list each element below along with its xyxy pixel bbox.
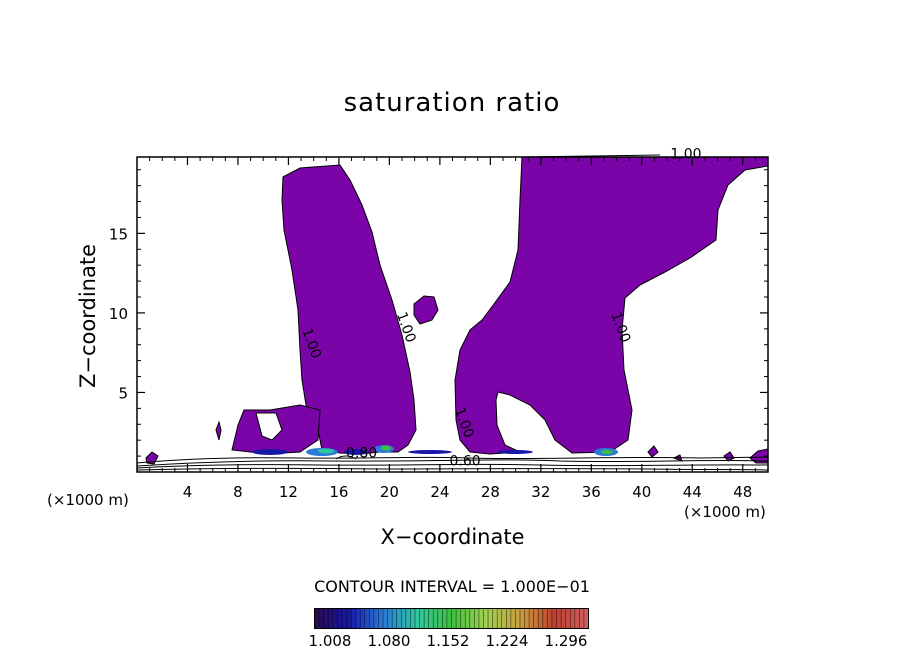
colorbar-tick-label: 1.080 [367, 632, 411, 650]
chart-title: saturation ratio [343, 88, 561, 118]
y-tick-label: 5 [118, 384, 128, 402]
contour-line [136, 456, 769, 464]
contour-label: 0.60 [450, 454, 481, 470]
high-saturation-patch [497, 450, 533, 454]
colorbar [314, 608, 589, 629]
colorbar-tick-label: 1.296 [544, 632, 588, 650]
z-unit-label: (×1000 m) [47, 491, 129, 509]
x-tick-label: 28 [481, 483, 500, 501]
x-tick-label: 48 [733, 483, 752, 501]
y-tick-label: 10 [109, 305, 128, 323]
high-saturation-patch [408, 450, 452, 454]
x-axis-label: X−coordinate [380, 525, 525, 549]
colorbar-tick-label: 1.224 [485, 632, 529, 650]
contour-label: 0.80 [346, 446, 377, 462]
supersaturated-region [413, 295, 439, 325]
subsaturated-hole [255, 412, 283, 441]
contour-line [136, 459, 769, 467]
fill-layer [145, 156, 769, 465]
high-saturation-patch [601, 450, 613, 454]
high-saturation-patch [318, 448, 334, 454]
contour-line [136, 467, 769, 471]
x-tick-label: 44 [683, 483, 702, 501]
contour-line [335, 455, 357, 460]
x-tick-label: 36 [582, 483, 601, 501]
x-tick-label: 4 [183, 483, 193, 501]
colorbar-tick-label: 1.152 [426, 632, 470, 650]
contour-line [136, 463, 769, 469]
high-value-patches [252, 445, 618, 456]
high-saturation-patch [381, 445, 391, 451]
colorbar-tick-label: 1.008 [308, 632, 352, 650]
high-saturation-patch [344, 449, 368, 455]
x-unit-label: (×1000 m) [684, 503, 766, 521]
contour-label: 1.00 [670, 147, 701, 163]
x-tick-label: 32 [531, 483, 550, 501]
contour-lines [136, 154, 769, 471]
supersaturated-region [647, 445, 659, 458]
x-tick-label: 40 [632, 483, 651, 501]
y-axis-label: Z−coordinate [76, 244, 100, 388]
supersaturated-region [723, 451, 735, 462]
x-tick-label: 12 [279, 483, 298, 501]
y-axis-ticks: 5 10 15 [109, 169, 768, 457]
supersaturated-region [454, 156, 769, 455]
high-saturation-patch [252, 449, 288, 455]
supersaturated-region [215, 420, 222, 441]
x-tick-label: 20 [380, 483, 399, 501]
x-tick-label: 16 [329, 483, 348, 501]
contour-interval-text: CONTOUR INTERVAL = 1.000E−01 [314, 577, 590, 596]
y-tick-label: 15 [109, 225, 128, 243]
x-tick-label: 8 [233, 483, 243, 501]
supersaturated-region [281, 164, 417, 455]
x-axis-ticks: 4 8 12 16 20 24 28 32 36 40 44 48 [149, 157, 756, 501]
x-tick-label: 24 [430, 483, 449, 501]
